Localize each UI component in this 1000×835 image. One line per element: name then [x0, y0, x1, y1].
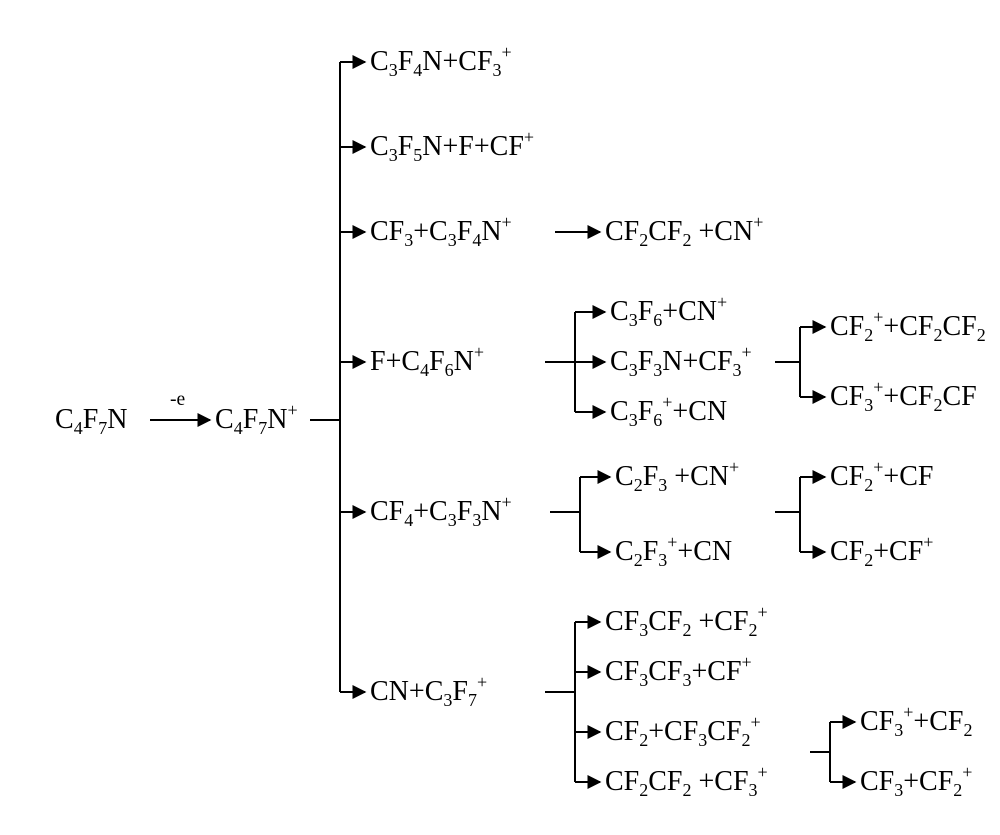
- formula-b4c: C3​F6​+​+CN: [610, 392, 727, 430]
- formula-b6b: CF3​CF3​+CF+​: [605, 652, 752, 690]
- formula-b6x: CF3​+​+CF2​: [860, 702, 972, 740]
- formula-b6a: CF3​CF2​ +CF2​+​: [605, 602, 768, 640]
- formula-b5a: C2​F3​ +CN+​: [615, 457, 739, 495]
- formula-b5b: C2​F3​+​+CN: [615, 532, 732, 570]
- diagram-svg: C4​F7​N -e C4​F7​N+​ C3​F4​N+CF3​+​ C3​F5​N+…: [0, 0, 1000, 835]
- formula-b6c: CF2​+CF3​CF2​+​: [605, 712, 761, 750]
- formula-cat: C4​F7​N+​: [215, 400, 298, 438]
- formula-b4b: C3​F3​N+CF3​+​: [610, 342, 752, 380]
- formula-b3a: CF2​CF2​ +CN+​: [605, 212, 763, 250]
- formula-b2: C3​F5​N+F+CF+​: [370, 127, 534, 165]
- formula-b4: F+C4​F6​N+​: [370, 342, 484, 380]
- formula-root: C4​F7​N: [55, 404, 128, 438]
- formula-b4y: CF3​+​+CF2​CF: [830, 377, 977, 415]
- formula-b5y: CF2​+CF+​: [830, 532, 933, 570]
- formula-b5x: CF2​+​+CF: [830, 457, 933, 495]
- formula-b4x: CF2​+​+CF2​CF2​: [830, 307, 986, 345]
- formula-b1: C3​F4​N+CF3​+​: [370, 42, 512, 80]
- formula-b5: CF4​+C3​F3​N+​: [370, 492, 512, 530]
- formula-b6d: CF2​CF2​ +CF3​+​: [605, 762, 768, 800]
- formula-eLoss: -e: [170, 389, 186, 410]
- formula-b6y: CF3​+CF2​+​: [860, 762, 972, 800]
- formula-b4a: C3​F6​+CN+​: [610, 292, 727, 330]
- formula-b6: CN+C3​F7​+​: [370, 672, 487, 710]
- formula-b3: CF3​+C3​F4​N+​: [370, 212, 512, 250]
